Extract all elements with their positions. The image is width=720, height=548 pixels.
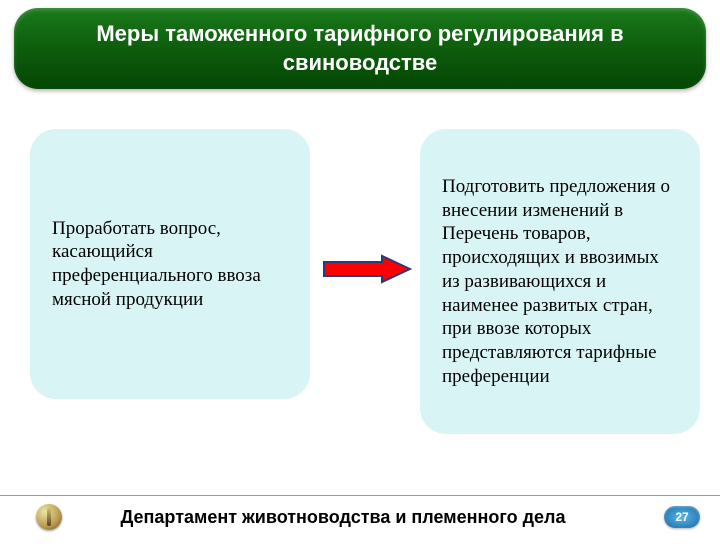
footer-department: Департамент животноводства и племенного …	[22, 507, 664, 528]
wheat-emblem-icon	[36, 504, 62, 530]
page-number-badge: 27	[664, 506, 700, 528]
slide-footer: Департамент животноводства и племенного …	[0, 495, 720, 530]
slide-header: Меры таможенного тарифного регулирования…	[14, 8, 706, 89]
left-box-text: Проработать вопрос, касающийся преференц…	[52, 217, 288, 312]
slide-title: Меры таможенного тарифного регулирования…	[44, 20, 676, 77]
right-box: Подготовить предложения о внесении измен…	[420, 129, 700, 434]
arrow-icon	[322, 254, 412, 284]
left-box: Проработать вопрос, касающийся преференц…	[30, 129, 310, 399]
right-box-text: Подготовить предложения о внесении измен…	[442, 175, 678, 389]
diagram-content: Проработать вопрос, касающийся преференц…	[0, 109, 720, 489]
page-number: 27	[675, 510, 688, 524]
